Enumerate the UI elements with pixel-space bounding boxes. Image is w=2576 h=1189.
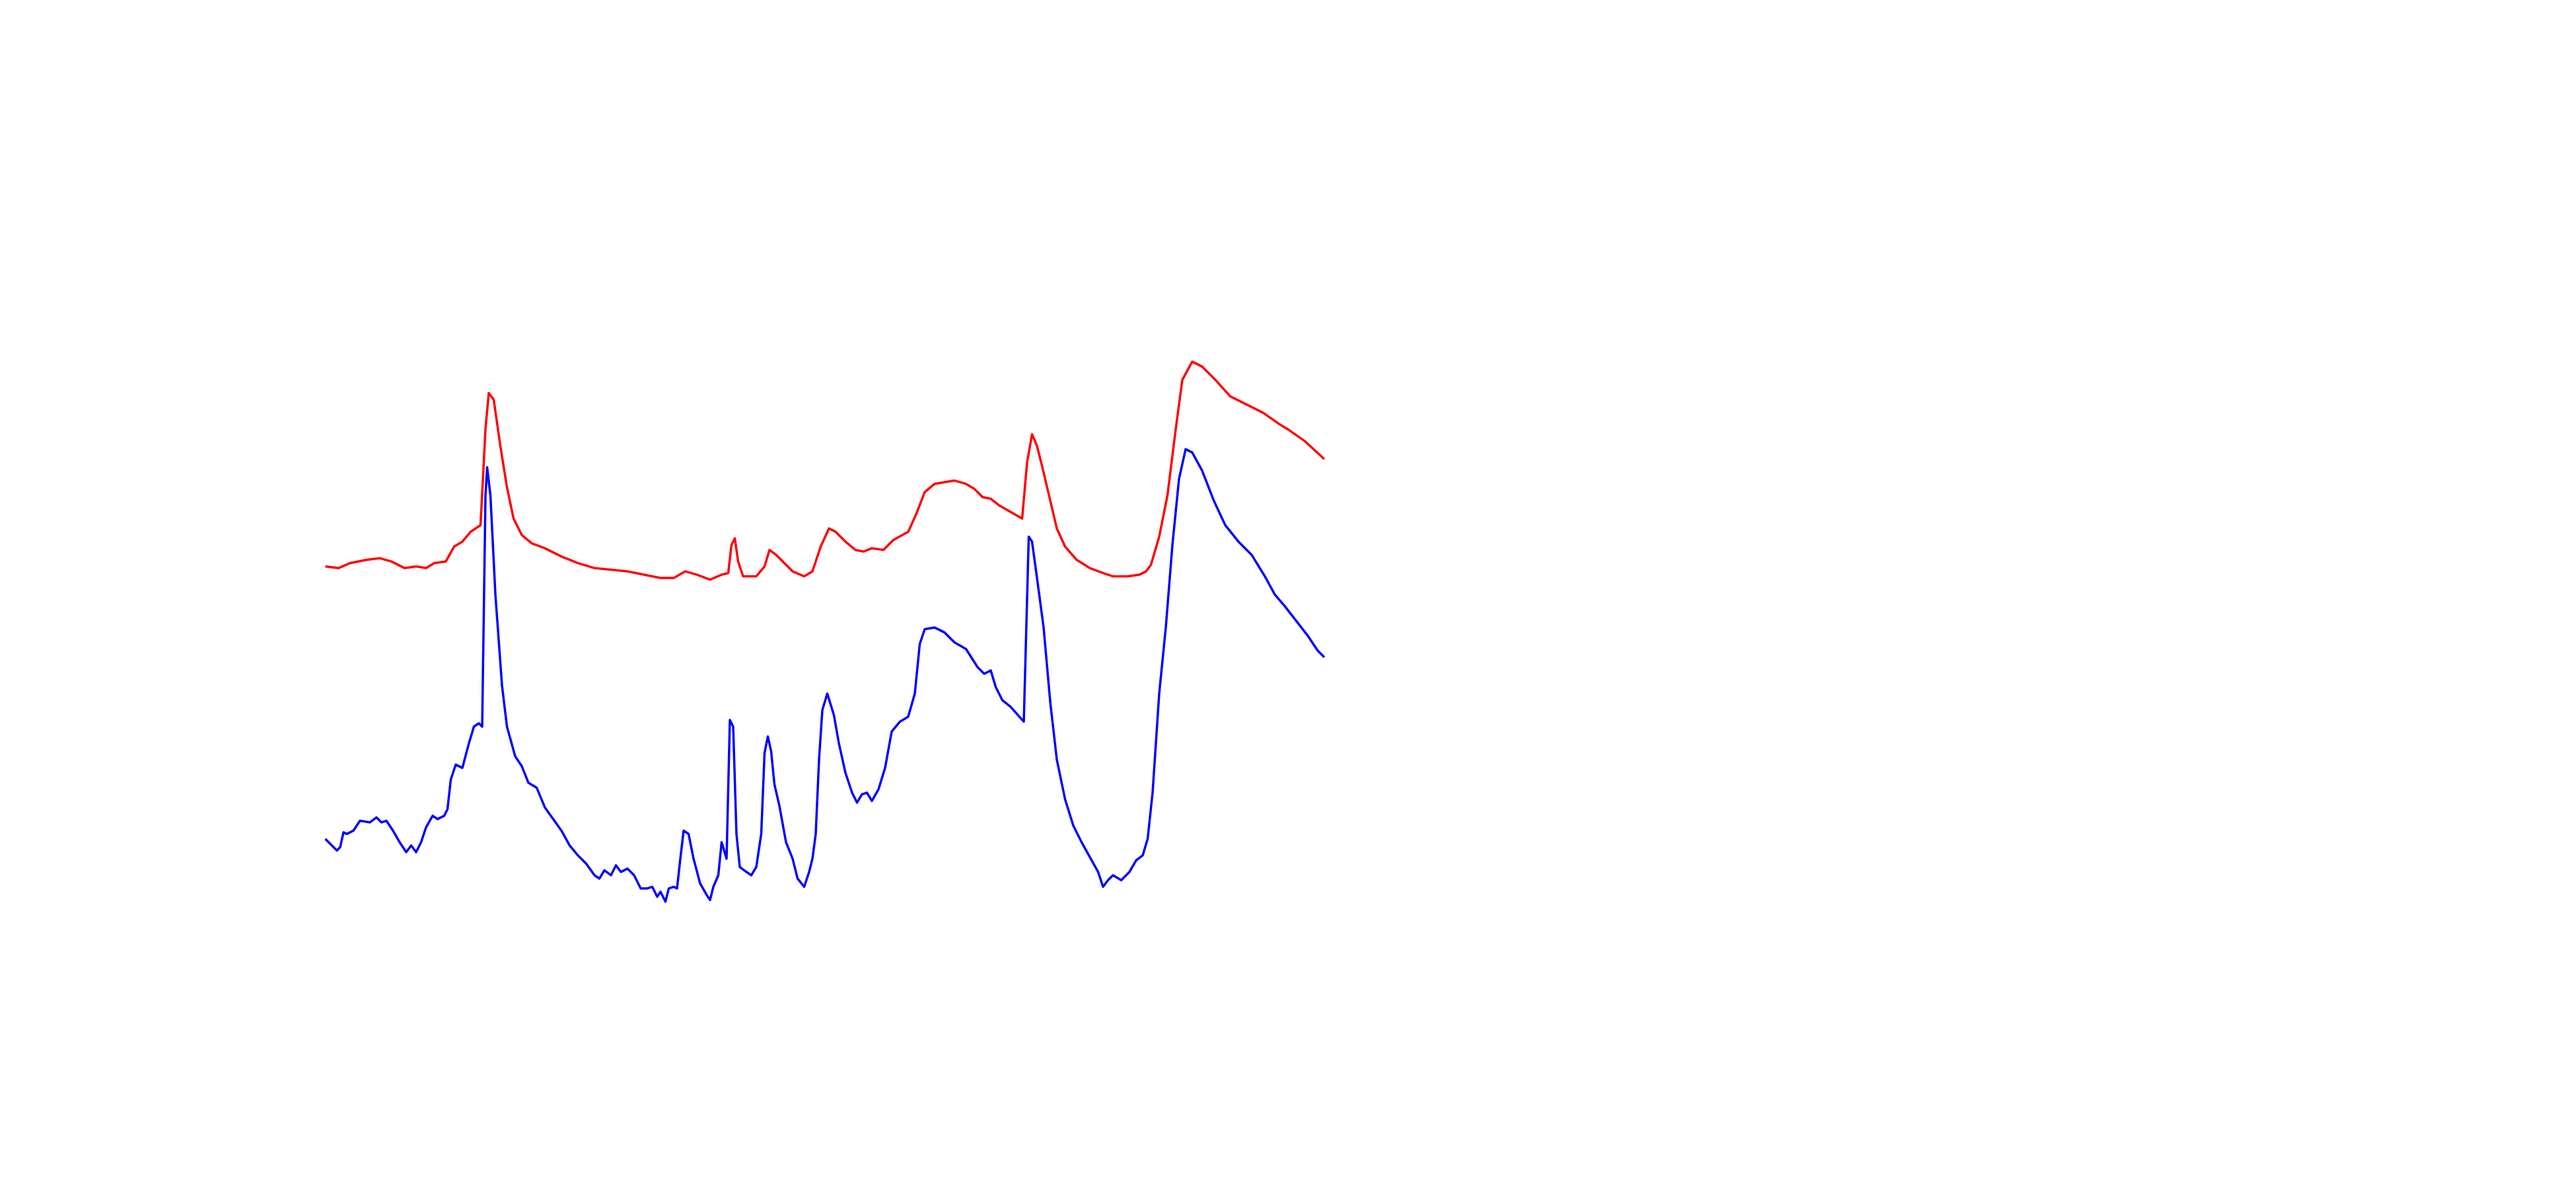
data-line xyxy=(324,448,1326,903)
data-line xyxy=(325,360,1326,581)
